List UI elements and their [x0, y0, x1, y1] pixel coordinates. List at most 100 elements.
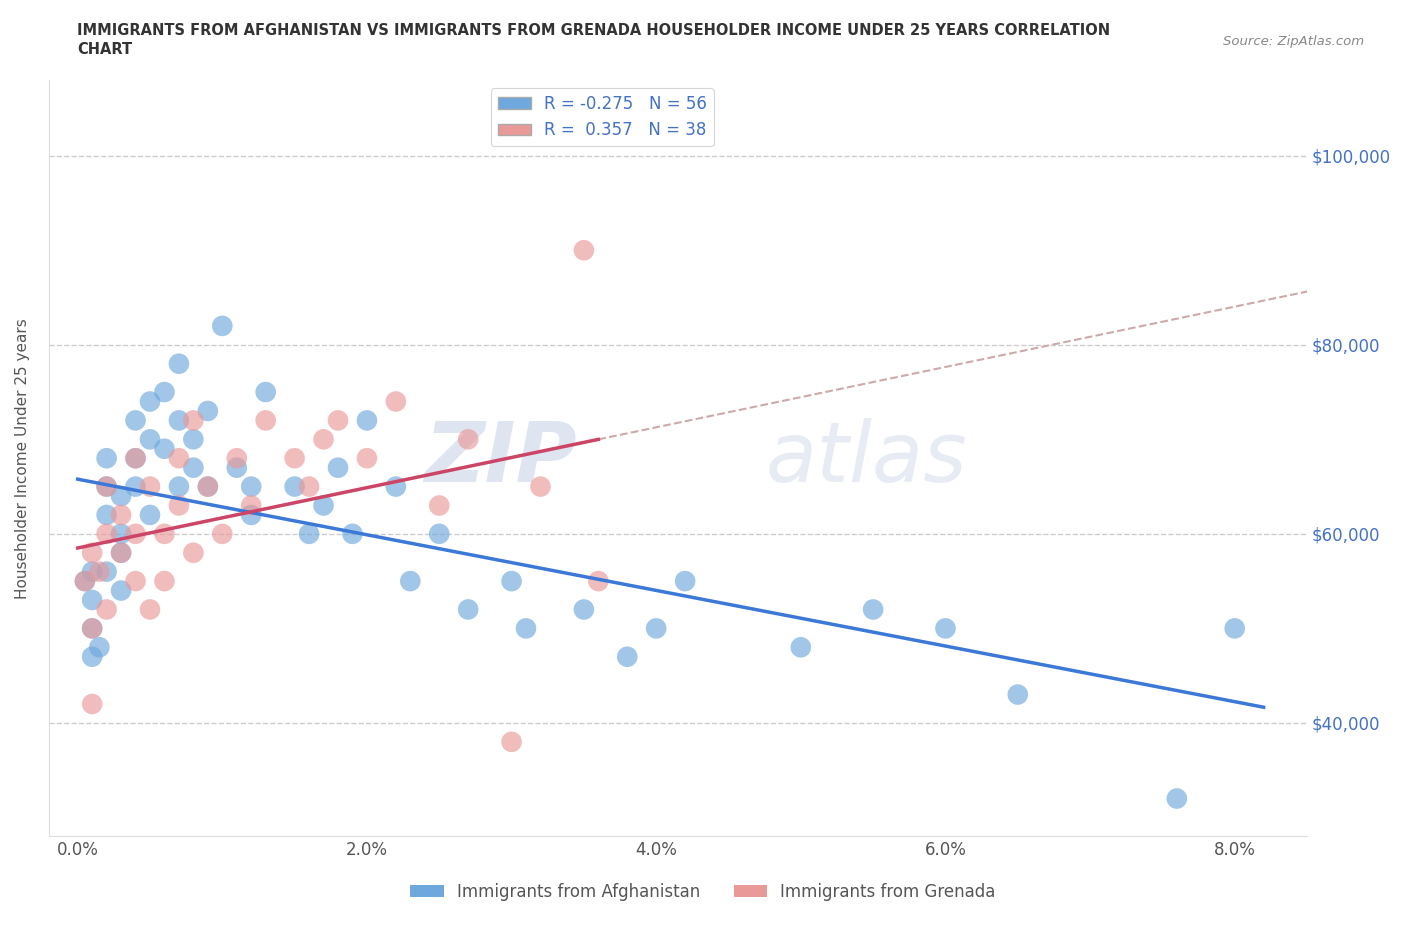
Point	[183, 413, 205, 428]
Point	[110, 508, 132, 523]
Text: Source: ZipAtlas.com: Source: ZipAtlas.com	[1223, 35, 1364, 48]
Point	[616, 649, 638, 664]
Point	[1007, 687, 1029, 702]
Point	[139, 508, 162, 523]
Point	[153, 526, 176, 541]
Point	[96, 508, 118, 523]
Point	[225, 451, 247, 466]
Point	[167, 356, 190, 371]
Point	[82, 565, 104, 579]
Point	[82, 621, 104, 636]
Text: CHART: CHART	[77, 42, 132, 57]
Point	[167, 498, 190, 513]
Point	[124, 413, 146, 428]
Point	[284, 479, 307, 494]
Point	[588, 574, 610, 589]
Point	[342, 526, 364, 541]
Point	[385, 479, 408, 494]
Point	[89, 565, 111, 579]
Point	[254, 385, 277, 400]
Point	[254, 413, 277, 428]
Point	[197, 479, 219, 494]
Point	[427, 498, 450, 513]
Point	[96, 565, 118, 579]
Point	[82, 649, 104, 664]
Y-axis label: Householder Income Under 25 years: Householder Income Under 25 years	[15, 318, 30, 599]
Point	[110, 488, 132, 503]
Point	[529, 479, 551, 494]
Point	[124, 574, 146, 589]
Point	[73, 574, 96, 589]
Point	[183, 545, 205, 560]
Point	[139, 479, 162, 494]
Point	[385, 394, 408, 409]
Point	[167, 413, 190, 428]
Point	[240, 498, 263, 513]
Point	[82, 621, 104, 636]
Point	[124, 451, 146, 466]
Point	[153, 442, 176, 457]
Point	[183, 460, 205, 475]
Point	[934, 621, 956, 636]
Point	[167, 451, 190, 466]
Point	[139, 394, 162, 409]
Point	[89, 640, 111, 655]
Point	[96, 602, 118, 617]
Text: ZIP: ZIP	[425, 418, 578, 498]
Point	[110, 526, 132, 541]
Point	[110, 583, 132, 598]
Point	[312, 498, 335, 513]
Point	[82, 592, 104, 607]
Legend: Immigrants from Afghanistan, Immigrants from Grenada: Immigrants from Afghanistan, Immigrants …	[404, 876, 1002, 908]
Point	[457, 602, 479, 617]
Point	[326, 460, 349, 475]
Point	[298, 526, 321, 541]
Point	[197, 479, 219, 494]
Point	[167, 479, 190, 494]
Point	[225, 460, 247, 475]
Point	[399, 574, 422, 589]
Point	[240, 479, 263, 494]
Point	[501, 735, 523, 750]
Point	[211, 526, 233, 541]
Point	[197, 404, 219, 418]
Point	[211, 318, 233, 333]
Point	[1166, 791, 1188, 806]
Point	[1223, 621, 1246, 636]
Text: IMMIGRANTS FROM AFGHANISTAN VS IMMIGRANTS FROM GRENADA HOUSEHOLDER INCOME UNDER : IMMIGRANTS FROM AFGHANISTAN VS IMMIGRANT…	[77, 23, 1111, 38]
Point	[153, 574, 176, 589]
Point	[110, 545, 132, 560]
Text: atlas: atlas	[766, 418, 967, 498]
Point	[356, 451, 378, 466]
Point	[572, 602, 595, 617]
Point	[183, 432, 205, 446]
Point	[326, 413, 349, 428]
Point	[139, 602, 162, 617]
Point	[124, 479, 146, 494]
Point	[73, 574, 96, 589]
Point	[153, 385, 176, 400]
Point	[82, 545, 104, 560]
Point	[427, 526, 450, 541]
Point	[96, 451, 118, 466]
Point	[572, 243, 595, 258]
Point	[110, 545, 132, 560]
Point	[862, 602, 884, 617]
Point	[82, 697, 104, 711]
Point	[124, 451, 146, 466]
Point	[284, 451, 307, 466]
Point	[96, 479, 118, 494]
Point	[298, 479, 321, 494]
Point	[645, 621, 668, 636]
Point	[240, 508, 263, 523]
Legend: R = -0.275   N = 56, R =  0.357   N = 38: R = -0.275 N = 56, R = 0.357 N = 38	[491, 88, 714, 146]
Point	[96, 479, 118, 494]
Point	[515, 621, 537, 636]
Point	[124, 526, 146, 541]
Point	[312, 432, 335, 446]
Point	[790, 640, 813, 655]
Point	[139, 432, 162, 446]
Point	[673, 574, 696, 589]
Point	[501, 574, 523, 589]
Point	[356, 413, 378, 428]
